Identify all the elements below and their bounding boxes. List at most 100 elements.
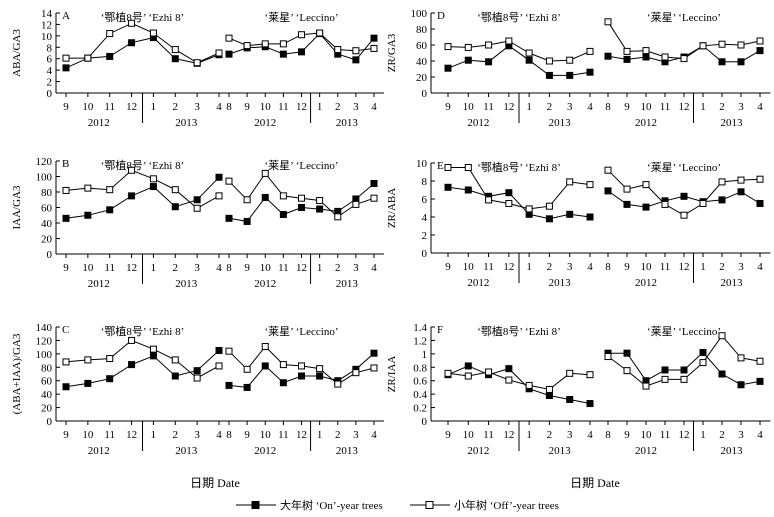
- panel-d-off-year-point: [485, 41, 493, 49]
- panel-c-on-year-point: [298, 372, 305, 380]
- panel-d-x-tick-label: 9: [445, 101, 451, 113]
- panel-b-on-year-point: [279, 210, 287, 218]
- panel-a-on-year-point: [370, 34, 378, 42]
- panel-d-group-title: ‘鄂植8号’ ‘Ezhi 8’: [477, 10, 561, 24]
- panel-e-x-tick-label: 10: [463, 261, 475, 273]
- panel-e-y-tick-label: 10: [416, 158, 428, 170]
- panel-e-x-tick-label: 1: [700, 261, 706, 273]
- panel-d-on-year-point: [545, 71, 553, 79]
- panel-a-off-year-point: [225, 34, 233, 42]
- legend-off-marker: [425, 501, 434, 509]
- panel-c-on-year-point: [243, 383, 251, 391]
- panel-a-on-year-point: [171, 55, 179, 63]
- panel-c-x-tick-label: 12: [126, 429, 137, 441]
- panel-a-off-year-point: [84, 54, 92, 62]
- panel-a-x-tick-label: 1: [317, 101, 323, 113]
- panel-f-y-tick-label: 0: [422, 416, 428, 428]
- panel-d-off-year-point: [604, 18, 612, 26]
- panel-f-off-year-point: [604, 353, 612, 361]
- panel-d-x-tick-label: 4: [757, 101, 763, 113]
- panel-a-off-year-point: [298, 31, 305, 39]
- panel-b-off-year-point: [298, 194, 305, 202]
- panel-e-x-tick-label: 9: [445, 261, 451, 273]
- panel-c-on-year-point: [279, 379, 287, 387]
- panel-a-x-tick-label: 11: [278, 101, 289, 113]
- panel-c-x-tick-label: 3: [194, 429, 200, 441]
- panel-f-y-tick-label: 0.6: [413, 376, 427, 388]
- panel-b-off-year-point: [149, 175, 157, 183]
- panel-b-x-tick-label: 1: [151, 262, 157, 274]
- panel-b-on-year-point: [106, 206, 114, 214]
- panel-f-off-year-point: [464, 372, 472, 380]
- panel-b-off-year-point: [171, 186, 179, 194]
- panel-c-y-label: (ABA+IAA)/GA3: [11, 333, 23, 414]
- panel-c-x-tick-label: 11: [278, 429, 289, 441]
- panel-b-x-tick-label: 9: [244, 262, 250, 274]
- panel-f-x-tick-label: 4: [757, 429, 763, 441]
- panel-e-off-year-point: [566, 178, 574, 186]
- panel-a-on-year-line: [65, 37, 220, 69]
- panel-e-on-year-point: [718, 196, 726, 204]
- panel-a-x-tick-label: 2: [173, 101, 179, 113]
- panel-a-off-year-point: [279, 40, 287, 48]
- panel-e-group-title: ‘莱星’ ‘Leccino’: [647, 161, 721, 174]
- panel-a-off-year-point: [334, 46, 342, 54]
- panel-c-x-tick-label: 10: [82, 429, 94, 441]
- panel-a-y-tick-label: 8: [47, 42, 53, 54]
- panel-d-off-year-point: [661, 53, 669, 61]
- panel-f-x-tick-label: 12: [679, 429, 690, 441]
- panel-b-y-tick-label: 100: [36, 172, 53, 184]
- panel-d-off-year-point: [642, 47, 650, 55]
- panel-a-y-label: ABA/GA3: [11, 29, 23, 77]
- panel-c-x-tick-label: 9: [63, 429, 69, 441]
- panel-d-off-year-point: [444, 43, 452, 51]
- panel-c-off-year-point: [261, 342, 269, 350]
- panel-e-group-title: ‘鄂植8号’ ‘Ezhi 8’: [477, 160, 561, 174]
- panel-e-x-tick-label: 11: [483, 261, 494, 273]
- panel-b-on-year-point: [261, 193, 269, 201]
- panel-d-letter: D: [437, 10, 445, 22]
- panel-c-on-year-point: [193, 367, 201, 375]
- panel-c-y-tick-label: 100: [36, 349, 53, 361]
- panel-e-off-year-point: [586, 181, 594, 189]
- panel-b-x-tick-label: 12: [296, 262, 307, 274]
- panel-e-year-label: 2012: [467, 277, 489, 289]
- panel-b-letter: B: [62, 158, 69, 170]
- panel-d-on-year-point: [464, 56, 472, 64]
- legend: 大年树 ‘On’-year trees 小年树 ‘Off’-year trees: [236, 498, 559, 512]
- panel-d-x-tick-label: 11: [483, 101, 494, 113]
- panel-f-y-tick-label: 1.4: [413, 322, 427, 334]
- panel-b-y-tick-label: 40: [41, 218, 53, 230]
- panel-f-year-label: 2012: [467, 445, 489, 457]
- panel-f-x-tick-label: 3: [738, 429, 744, 441]
- panel-b-off-year-point: [370, 194, 378, 202]
- panel-a-y-tick-label: 2: [47, 77, 53, 89]
- panel-b-off-year-point: [225, 177, 233, 185]
- panel-e-x-tick-label: 12: [679, 261, 690, 273]
- panel-e-off-year-line: [448, 167, 591, 210]
- panel-e-x-tick-label: 12: [503, 261, 514, 273]
- panel-a-x-tick-label: 8: [226, 101, 232, 113]
- panel-e-x-tick-label: 4: [587, 261, 593, 273]
- panel-b-off-year-point: [243, 196, 251, 204]
- panel-d-off-year-point: [586, 47, 594, 55]
- panel-c-off-year-point: [298, 362, 305, 370]
- panel-a-off-year-point: [352, 47, 360, 55]
- panel-e-on-year-point: [680, 192, 688, 200]
- panel-f-year-label: 2013: [549, 445, 572, 457]
- panel-d-y-label: ZR/GA3: [386, 33, 398, 72]
- panel-f-x-tick-label: 1: [526, 429, 532, 441]
- panel-d-off-year-point: [699, 42, 707, 50]
- panel-c-off-year-point: [215, 362, 223, 370]
- panel-c-on-year-point: [225, 381, 233, 389]
- panel-b-on-year-point: [62, 214, 70, 222]
- panel-e-x-tick-label: 10: [641, 261, 653, 273]
- panel-d-y-tick-label: 80: [416, 24, 428, 36]
- panel-c-on-year-point: [316, 372, 324, 380]
- panel-c-off-year-point: [106, 355, 114, 363]
